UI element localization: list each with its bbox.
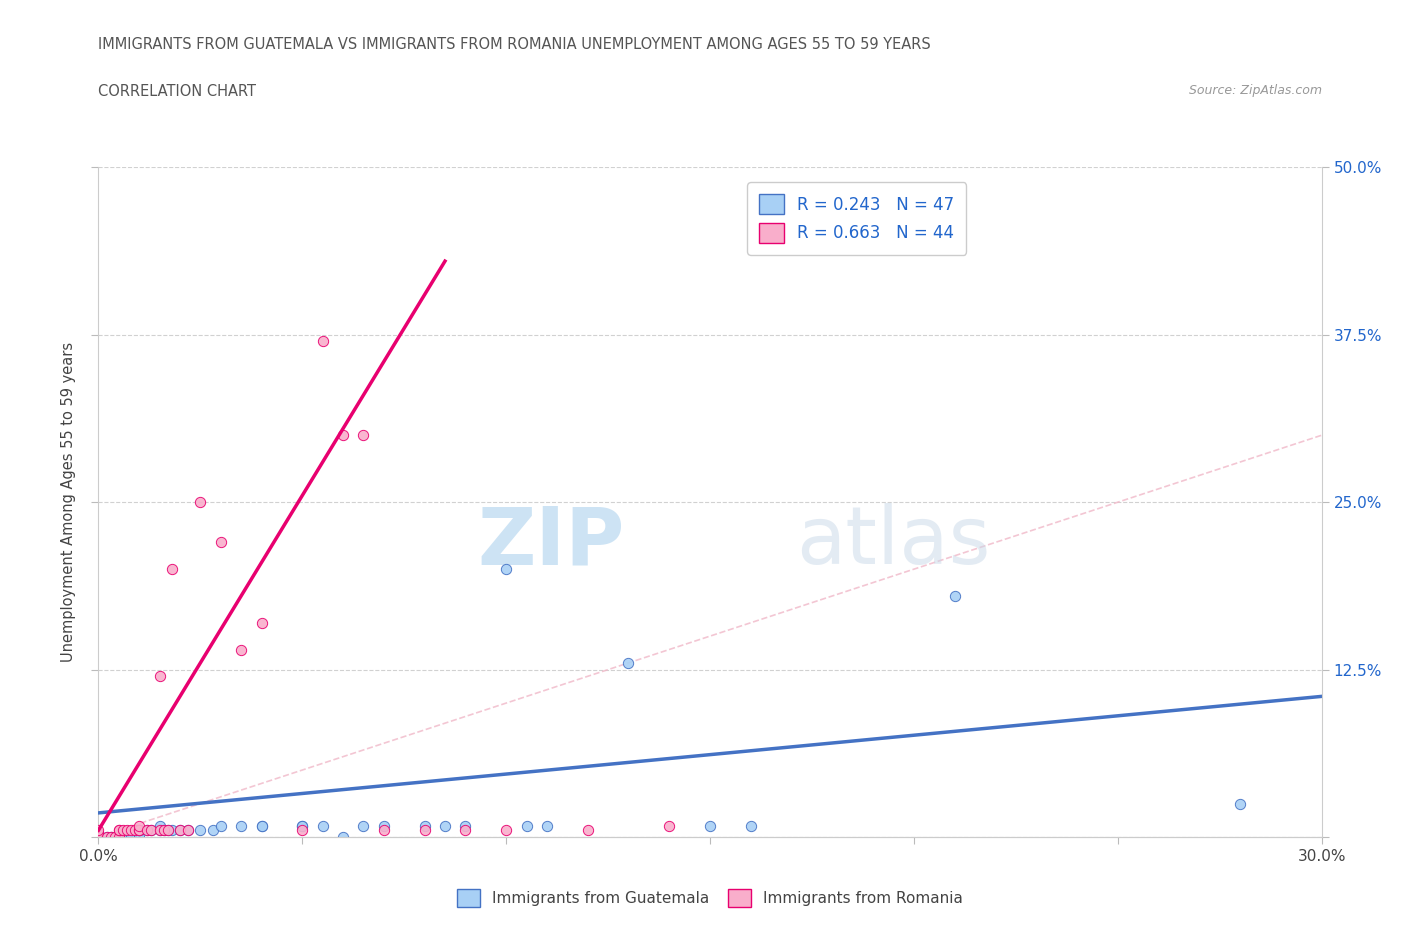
Point	[312, 818, 335, 833]
Point	[108, 823, 131, 838]
Text: atlas: atlas	[796, 503, 990, 581]
Point	[740, 818, 762, 833]
Point	[87, 830, 110, 844]
Text: CORRELATION CHART: CORRELATION CHART	[98, 84, 256, 99]
Point	[87, 827, 110, 842]
Point	[128, 823, 150, 838]
Point	[495, 823, 517, 838]
Point	[136, 823, 159, 838]
Point	[104, 830, 127, 844]
Point	[149, 823, 172, 838]
Point	[177, 823, 200, 838]
Point	[108, 830, 131, 844]
Point	[120, 830, 142, 844]
Point	[87, 830, 110, 844]
Y-axis label: Unemployment Among Ages 55 to 59 years: Unemployment Among Ages 55 to 59 years	[60, 342, 76, 662]
Point	[352, 428, 374, 443]
Point	[413, 818, 436, 833]
Point	[943, 589, 966, 604]
Point	[136, 823, 159, 838]
Text: IMMIGRANTS FROM GUATEMALA VS IMMIGRANTS FROM ROMANIA UNEMPLOYMENT AMONG AGES 55 : IMMIGRANTS FROM GUATEMALA VS IMMIGRANTS …	[98, 37, 931, 52]
Text: Source: ZipAtlas.com: Source: ZipAtlas.com	[1188, 84, 1322, 97]
Point	[312, 334, 335, 349]
Point	[87, 830, 110, 844]
Point	[209, 535, 232, 550]
Point	[373, 823, 395, 838]
Point	[177, 823, 200, 838]
Point	[152, 823, 174, 838]
Point	[128, 830, 150, 844]
Point	[96, 830, 118, 844]
Point	[156, 823, 179, 838]
Point	[115, 823, 138, 838]
Point	[87, 830, 110, 844]
Point	[152, 823, 174, 838]
Point	[87, 826, 110, 841]
Point	[160, 823, 183, 838]
Point	[108, 823, 131, 838]
Point	[87, 830, 110, 844]
Point	[209, 818, 232, 833]
Point	[617, 656, 640, 671]
Point	[128, 823, 150, 838]
Point	[188, 823, 212, 838]
Point	[250, 616, 273, 631]
Point	[87, 826, 110, 841]
Point	[516, 818, 538, 833]
Point	[658, 818, 681, 833]
Point	[128, 823, 150, 838]
Point	[111, 830, 134, 844]
Point	[87, 830, 110, 844]
Point	[100, 830, 122, 844]
Point	[201, 823, 224, 838]
Point	[87, 830, 110, 844]
Point	[536, 818, 558, 833]
Point	[104, 830, 127, 844]
Point	[291, 823, 314, 838]
Point	[454, 818, 477, 833]
Point	[454, 823, 477, 838]
Point	[1229, 796, 1251, 811]
Point	[332, 830, 354, 844]
Point	[169, 823, 191, 838]
Point	[413, 823, 436, 838]
Point	[87, 823, 110, 838]
Point	[96, 830, 118, 844]
Point	[156, 823, 179, 838]
Point	[250, 818, 273, 833]
Point	[149, 818, 172, 833]
Point	[332, 428, 354, 443]
Point	[111, 823, 134, 838]
Point	[169, 823, 191, 838]
Point	[87, 827, 110, 842]
Point	[576, 823, 599, 838]
Point	[141, 823, 163, 838]
Point	[188, 495, 212, 510]
Point	[699, 818, 721, 833]
Point	[124, 823, 146, 838]
Point	[87, 830, 110, 844]
Point	[291, 818, 314, 833]
Point	[149, 823, 172, 838]
Text: ZIP: ZIP	[477, 503, 624, 581]
Point	[149, 669, 172, 684]
Point	[141, 823, 163, 838]
Point	[373, 818, 395, 833]
Point	[115, 830, 138, 844]
Point	[128, 823, 150, 838]
Point	[291, 818, 314, 833]
Point	[120, 823, 142, 838]
Point	[495, 562, 517, 577]
Point	[100, 830, 122, 844]
Point	[434, 818, 457, 833]
Point	[231, 642, 253, 657]
Point	[128, 818, 150, 833]
Point	[352, 818, 374, 833]
Point	[108, 830, 131, 844]
Point	[231, 818, 253, 833]
Legend: Immigrants from Guatemala, Immigrants from Romania: Immigrants from Guatemala, Immigrants fr…	[449, 880, 972, 916]
Point	[250, 818, 273, 833]
Point	[160, 562, 183, 577]
